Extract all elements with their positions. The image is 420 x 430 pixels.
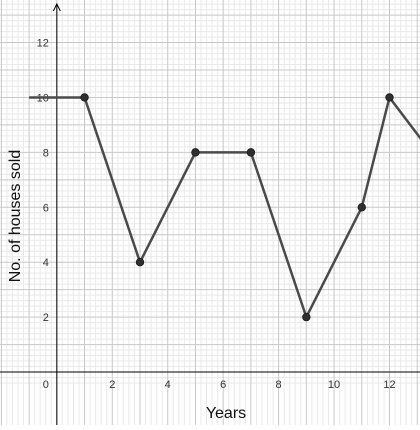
- data-point: [246, 148, 256, 157]
- data-point: [385, 93, 394, 102]
- x-tick-label: 12: [383, 379, 395, 391]
- x-tick-label: 4: [165, 379, 171, 391]
- y-tick-label: 8: [43, 147, 49, 159]
- y-tick-label: 4: [43, 257, 49, 269]
- y-tick-label: 6: [43, 202, 49, 214]
- x-tick-label: 8: [276, 379, 282, 391]
- x-tick-label: 0: [43, 379, 49, 391]
- points-layer: [80, 93, 394, 322]
- x-tick-label: 6: [220, 379, 226, 391]
- x-tick-labels: 0 2 4 6 8 10 12: [43, 379, 396, 391]
- data-point: [80, 93, 89, 102]
- data-point: [302, 312, 311, 322]
- data-point: [191, 148, 200, 157]
- y-tick-label: 12: [37, 38, 49, 50]
- x-tick-label: 2: [109, 379, 115, 391]
- data-point: [135, 257, 145, 267]
- x-tick-label: 10: [328, 379, 340, 391]
- data-point: [357, 203, 366, 212]
- y-axis-arrow: [52, 2, 61, 12]
- y-tick-label: 2: [43, 312, 49, 324]
- y-axis-title: No. of houses sold: [7, 150, 24, 283]
- x-axis-title: Years: [206, 405, 246, 422]
